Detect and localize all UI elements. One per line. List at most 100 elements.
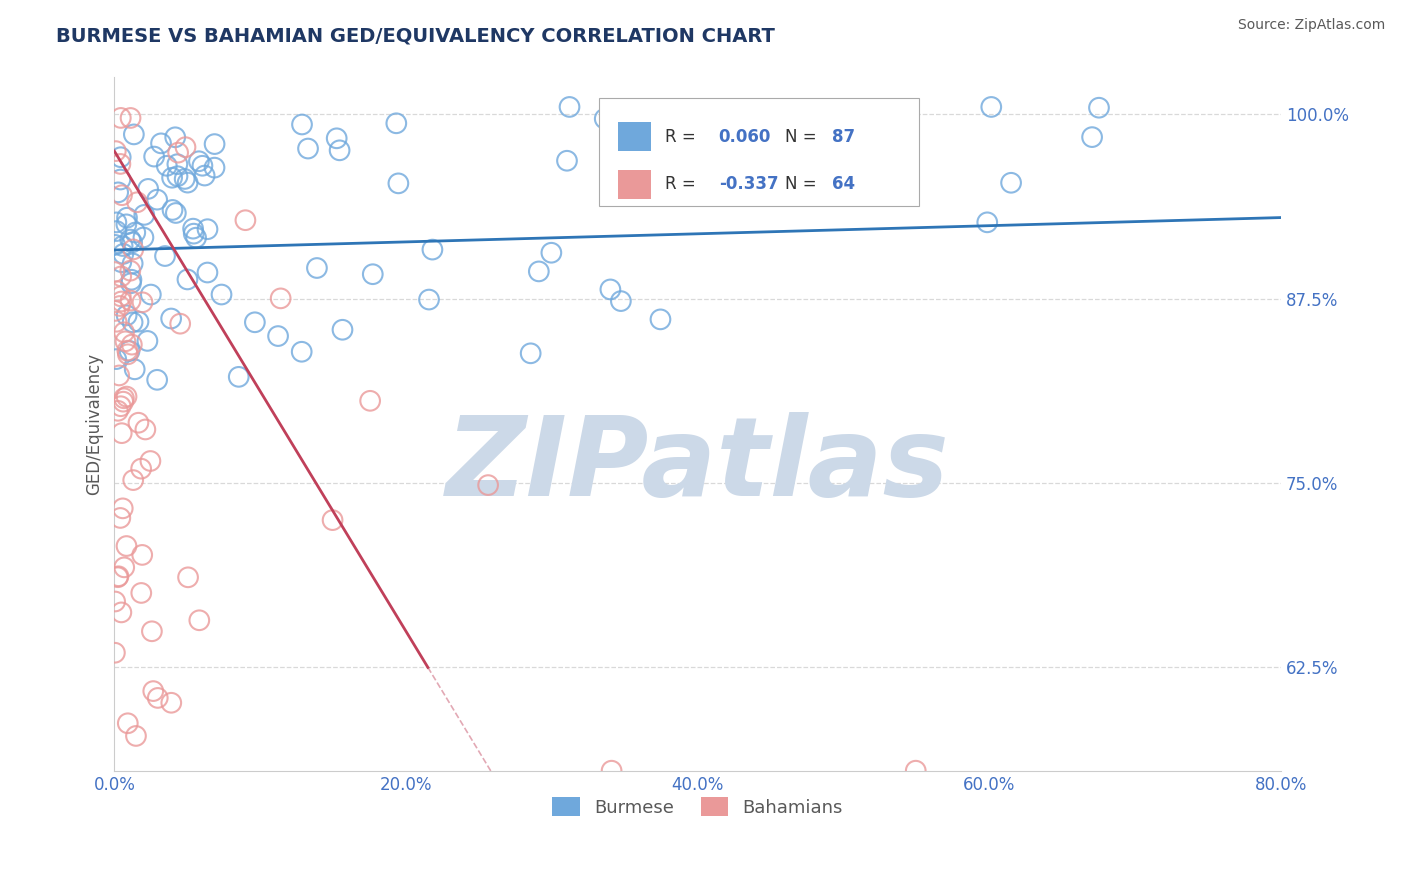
Point — [156, 159, 179, 173]
Point — [107, 570, 129, 584]
Point — [610, 294, 633, 309]
Point — [142, 684, 165, 698]
Text: R =: R = — [665, 175, 702, 194]
Point — [387, 177, 409, 191]
Point — [112, 391, 135, 405]
Point — [124, 362, 146, 376]
Point — [143, 150, 166, 164]
Point — [104, 144, 127, 158]
Point — [305, 260, 328, 275]
Point — [243, 315, 266, 329]
Point — [112, 394, 135, 409]
Point — [105, 352, 128, 367]
Text: R =: R = — [665, 128, 702, 146]
Point — [125, 729, 148, 743]
Point — [183, 227, 205, 241]
Text: 0.060: 0.060 — [718, 128, 770, 146]
Point — [194, 169, 217, 183]
Point — [169, 317, 191, 331]
Point — [114, 334, 136, 349]
Point — [129, 586, 152, 600]
Point — [1088, 101, 1111, 115]
Point — [527, 264, 550, 278]
Point — [422, 243, 444, 257]
Point — [107, 569, 129, 583]
Point — [600, 764, 623, 778]
Point — [204, 137, 226, 152]
Point — [150, 136, 173, 151]
Point — [105, 315, 128, 329]
Point — [160, 170, 183, 185]
Point — [118, 343, 141, 358]
Point — [105, 224, 128, 238]
Point — [104, 238, 127, 252]
Point — [120, 293, 142, 308]
Point — [121, 256, 143, 270]
Point — [110, 269, 132, 284]
Point — [329, 144, 352, 158]
Point — [110, 255, 132, 269]
Point — [176, 272, 198, 286]
Point — [359, 393, 381, 408]
Point — [297, 142, 319, 156]
Point — [477, 478, 499, 492]
Text: Source: ZipAtlas.com: Source: ZipAtlas.com — [1237, 18, 1385, 32]
Point — [270, 291, 292, 305]
Point — [110, 289, 132, 303]
Point — [132, 230, 155, 244]
Point — [121, 315, 143, 329]
Point — [105, 284, 128, 298]
Point — [904, 764, 927, 778]
Point — [160, 311, 183, 326]
Point — [120, 273, 142, 287]
FancyBboxPatch shape — [619, 169, 651, 199]
Point — [129, 461, 152, 475]
Point — [980, 100, 1002, 114]
Point — [111, 188, 134, 202]
Point — [681, 109, 703, 123]
Text: 87: 87 — [832, 128, 855, 146]
Point — [146, 373, 169, 387]
Point — [110, 150, 132, 164]
Point — [127, 416, 149, 430]
Point — [112, 326, 135, 340]
Point — [110, 294, 132, 309]
Text: ZIPatlas: ZIPatlas — [446, 412, 949, 519]
Point — [134, 208, 156, 222]
Point — [153, 249, 176, 263]
Point — [104, 594, 127, 608]
Point — [599, 282, 621, 296]
Y-axis label: GED/Equivalency: GED/Equivalency — [86, 353, 103, 495]
Point — [122, 128, 145, 142]
Point — [519, 346, 541, 360]
Point — [162, 202, 184, 217]
Point — [115, 218, 138, 232]
Point — [111, 501, 134, 516]
Point — [197, 222, 219, 236]
Point — [291, 118, 314, 132]
Point — [134, 422, 156, 436]
Point — [120, 233, 142, 247]
Point — [166, 169, 188, 184]
Point — [111, 239, 134, 253]
Point — [418, 293, 440, 307]
Point — [650, 312, 672, 326]
Point — [108, 299, 131, 313]
Point — [111, 426, 134, 441]
Point — [128, 315, 150, 329]
Point — [593, 112, 616, 126]
Point — [104, 646, 127, 660]
Point — [122, 243, 145, 257]
Point — [115, 390, 138, 404]
Point — [174, 140, 197, 154]
Point — [120, 111, 142, 125]
Point — [110, 606, 132, 620]
Point — [117, 347, 139, 361]
Point — [139, 287, 162, 301]
Point — [166, 157, 188, 171]
Point — [325, 131, 347, 145]
Point — [112, 247, 135, 261]
Point — [136, 182, 159, 196]
Point — [165, 130, 187, 145]
Point — [146, 193, 169, 207]
